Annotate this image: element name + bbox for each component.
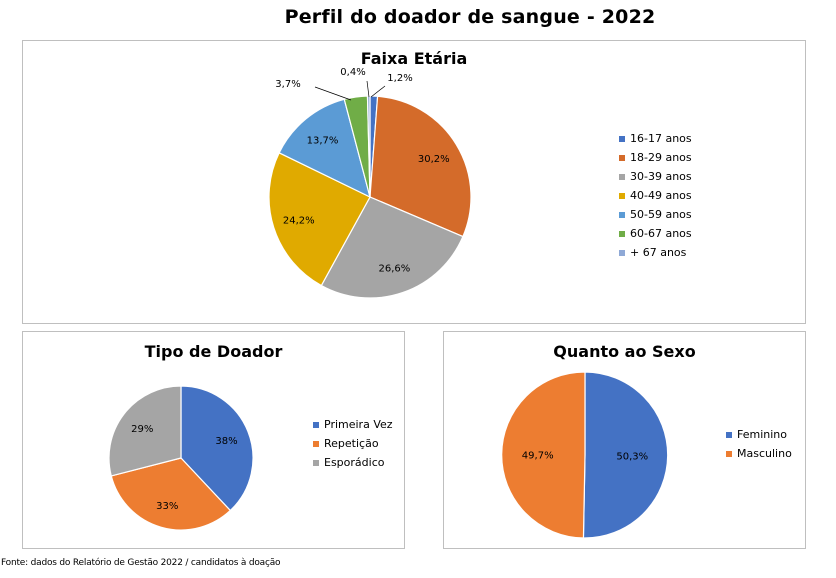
legend-label: 18-29 anos (630, 151, 692, 164)
sex-chart-legend: Feminino Masculino (726, 425, 792, 463)
pie-slice-primeira-vez (180, 385, 254, 512)
data-label-primeira-vez: 38% (215, 436, 237, 447)
legend-label: 50-59 anos (630, 208, 692, 221)
data-label-30-39-anos: 26,6% (379, 264, 411, 275)
legend-swatch (313, 440, 319, 447)
data-label-repeticao: 33% (156, 501, 178, 512)
pie-slice-esporadico (108, 385, 182, 477)
data-label-18-29-anos: 30,2% (418, 154, 450, 165)
pie-slice-18-29-anos (369, 95, 472, 238)
pie-slice-40-49-anos (268, 152, 371, 287)
legend-swatch (619, 192, 625, 199)
legend-label: Esporádico (324, 456, 385, 469)
legend-label: 40-49 anos (630, 189, 692, 202)
legend-item-18-29-anos: 18-29 anos (619, 148, 692, 167)
age-range-chart-panel: Faixa Etária 1,2% 30,2% 26,6% 24,2% 13,7% 3,7… (22, 40, 806, 324)
legend-swatch (726, 450, 732, 457)
donor-type-pie-chart: 38% 33% 29% (108, 385, 254, 531)
legend-item-esporadico: Esporádico (313, 453, 393, 472)
legend-label: Feminino (737, 428, 787, 441)
donor-type-chart-title: Tipo de Doador (144, 342, 283, 361)
legend-item-40-49-anos: 40-49 anos (619, 186, 692, 205)
pie-slice-feminino (582, 371, 669, 539)
legend-swatch (619, 249, 625, 256)
data-label-40-49-anos: 24,2% (283, 216, 315, 227)
legend-swatch (619, 154, 625, 161)
sex-chart-title: Quanto ao Sexo (553, 342, 696, 361)
legend-swatch (313, 459, 319, 466)
legend-label: 16-17 anos (630, 132, 692, 145)
legend-item-30-39-anos: 30-39 anos (619, 167, 692, 186)
pie-slice-50-59-anos (278, 98, 371, 199)
donor-type-chart-panel: Tipo de Doador 38% 33% 29% Primeira Vez Rep… (22, 331, 405, 549)
data-label-50-59-anos: 13,7% (307, 135, 339, 146)
legend-label: Masculino (737, 447, 792, 460)
legend-label: Primeira Vez (324, 418, 393, 431)
data-label-esporadico: 29% (131, 424, 153, 435)
age-chart-legend: 16-17 anos 18-29 anos 30-39 anos 40-49 anos… (619, 129, 692, 262)
legend-item-masculino: Masculino (726, 444, 792, 463)
legend-item-feminino: Feminino (726, 425, 792, 444)
legend-swatch (619, 135, 625, 142)
data-label-plus-67-anos: 0,4% (340, 67, 365, 78)
legend-swatch (313, 421, 319, 428)
data-label-feminino: 50,3% (616, 451, 648, 462)
legend-item-plus-67-anos: + 67 anos (619, 243, 692, 262)
legend-label: + 67 anos (630, 246, 687, 259)
donor-type-chart-legend: Primeira Vez Repetição Esporádico (313, 415, 393, 472)
leader-line-plus-67-anos (366, 80, 370, 98)
leader-line-16-17-anos (370, 85, 386, 98)
sex-chart-panel: Quanto ao Sexo 50,3% 49,7% Feminino Mascul… (443, 331, 806, 549)
legend-swatch (619, 211, 625, 218)
legend-label: 30-39 anos (630, 170, 692, 183)
page-title: Perfil do doador de sangue - 2022 (284, 6, 656, 28)
legend-item-repeticao: Repetição (313, 434, 393, 453)
legend-item-primeira-vez: Primeira Vez (313, 415, 393, 434)
age-chart-title: Faixa Etária (360, 49, 468, 68)
leader-line-60-67-anos (314, 86, 352, 101)
legend-swatch (619, 173, 625, 180)
source-note: Fonte: dados do Relatório de Gestão 2022… (1, 558, 281, 568)
legend-label: 60-67 anos (630, 227, 692, 240)
data-label-60-67-anos: 3,7% (275, 79, 300, 90)
legend-item-50-59-anos: 50-59 anos (619, 205, 692, 224)
pie-slice-masculino (501, 371, 586, 539)
legend-swatch (726, 431, 732, 438)
legend-item-16-17-anos: 16-17 anos (619, 129, 692, 148)
age-pie-chart: 1,2% 30,2% 26,6% 24,2% 13,7% 3,7% 0,4% (268, 67, 472, 299)
legend-item-60-67-anos: 60-67 anos (619, 224, 692, 243)
legend-label: Repetição (324, 437, 379, 450)
data-label-masculino: 49,7% (522, 451, 554, 462)
legend-swatch (619, 230, 625, 237)
sex-pie-chart: 50,3% 49,7% (501, 371, 669, 539)
pie-slice-repeticao (110, 457, 232, 531)
data-label-16-17-anos: 1,2% (387, 73, 412, 84)
